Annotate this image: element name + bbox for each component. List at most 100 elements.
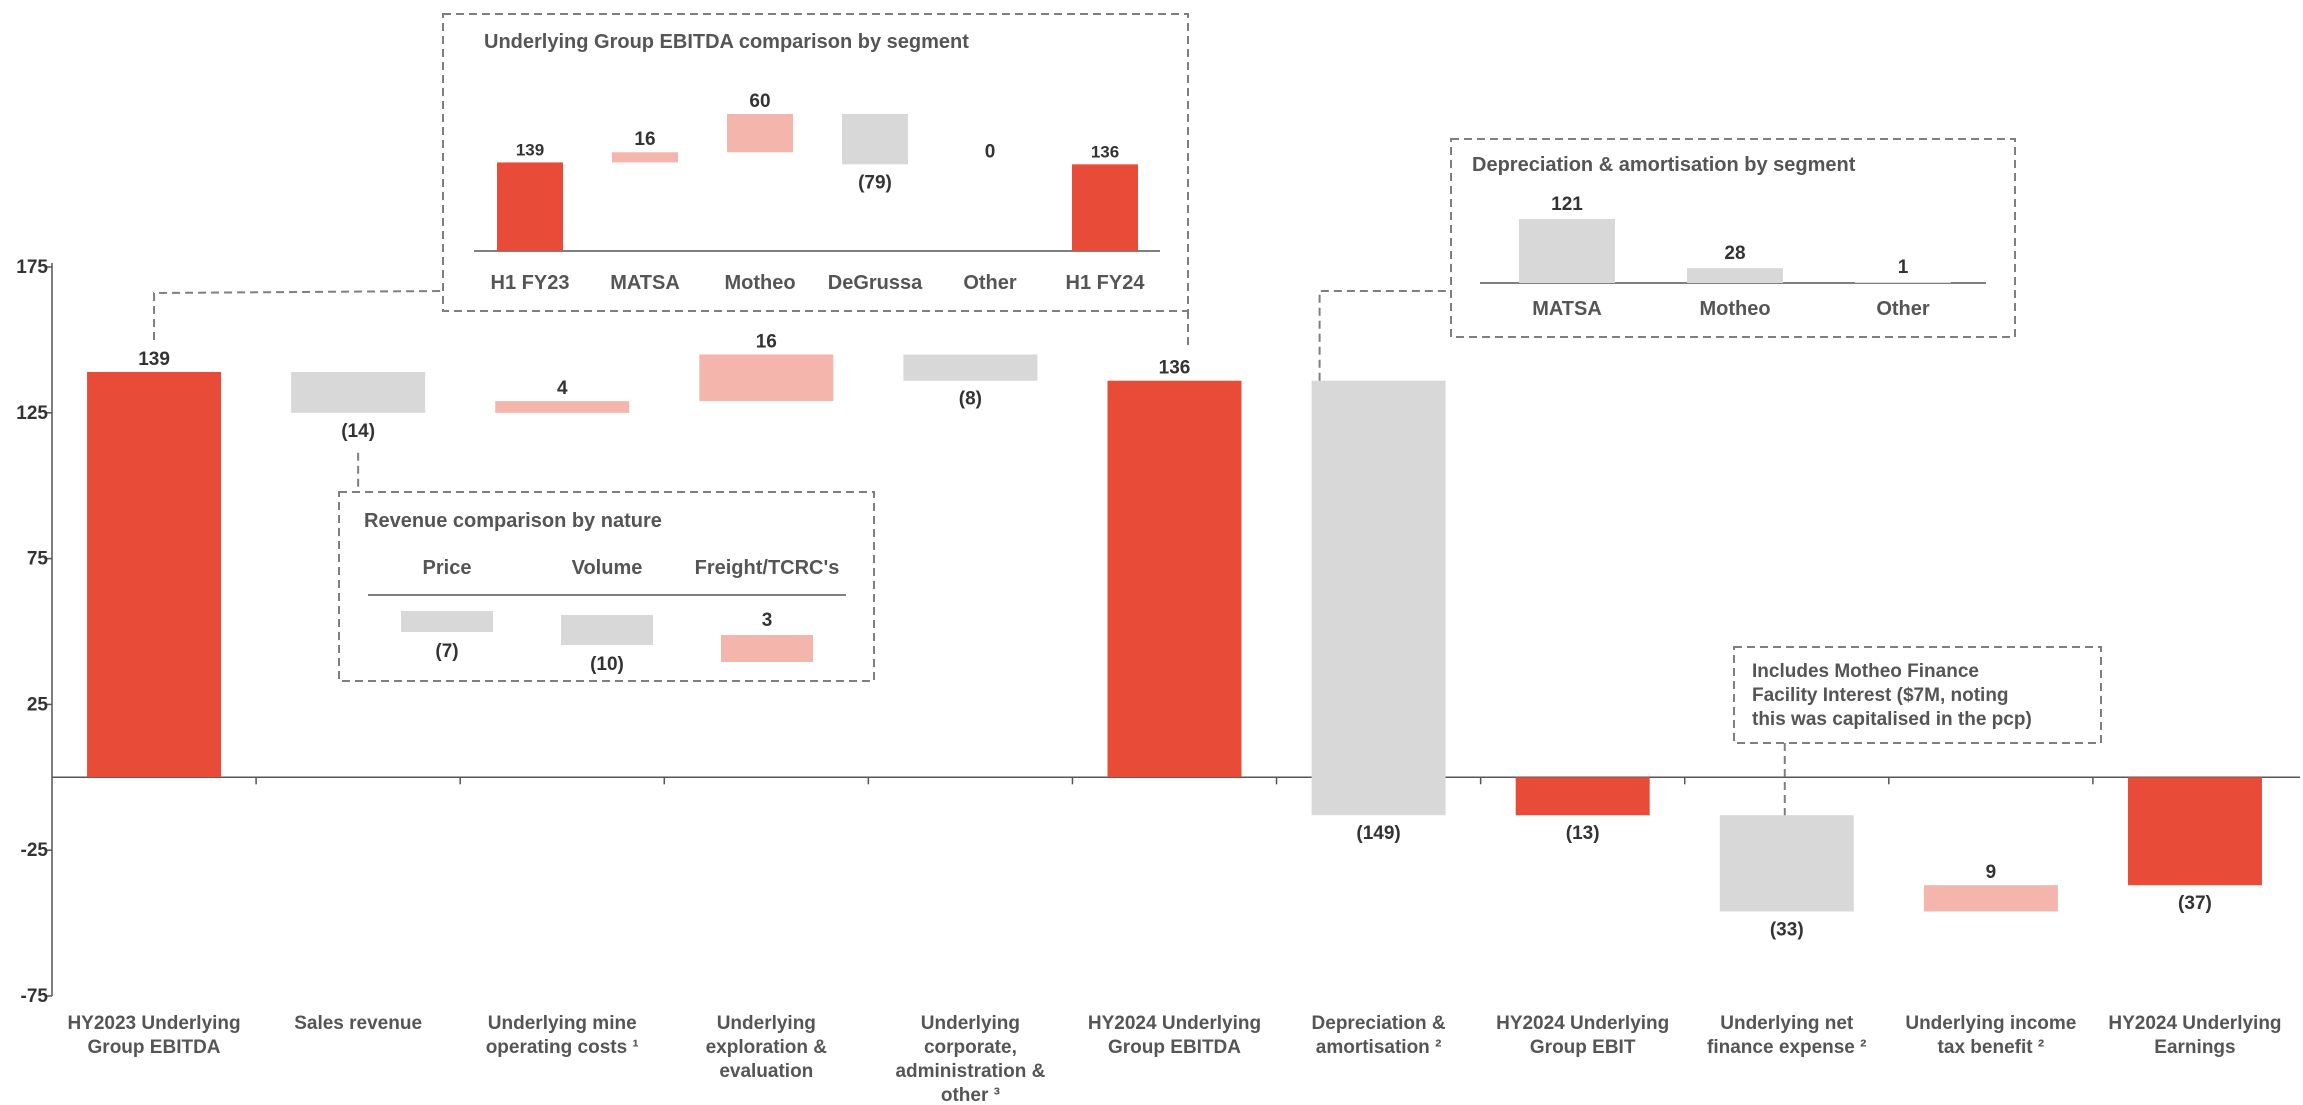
- x-category-label-line: Sales revenue: [294, 1013, 422, 1034]
- y-tick-label: 25: [27, 694, 49, 715]
- bar-value-label: 136: [1159, 358, 1191, 379]
- x-category-label-line: Group EBITDA: [1108, 1037, 1241, 1058]
- bar-value-label: (37): [2178, 893, 2212, 914]
- bar-10: [2127, 777, 2262, 886]
- inset-revenue-value-label: (7): [435, 641, 458, 662]
- inset-revenue-bar: [401, 611, 493, 632]
- inset-revenue-category-label: Price: [423, 557, 472, 579]
- x-category-label: HY2024 Underlying Group EBITDA: [1088, 1013, 1261, 1058]
- bar-value-label: (8): [959, 389, 982, 410]
- inset-ebitda-value-label: 16: [634, 129, 655, 150]
- x-category-label: HY2024 Underlying Earnings: [2108, 1013, 2281, 1058]
- inset-ebitda-connector-left: [153, 290, 444, 340]
- inset-ebitda-category-label: DeGrussa: [828, 272, 923, 294]
- bar-value-label: (149): [1356, 823, 1400, 844]
- bar-4: [903, 354, 1038, 381]
- x-category-label-line: Group EBITDA: [88, 1037, 221, 1058]
- bar-value-label: 9: [1986, 862, 1997, 883]
- annotation-text-line: this was capitalised in the pcp): [1752, 709, 2032, 730]
- inset-revenue-bar: [721, 635, 813, 662]
- x-category-label-line: Underlying net: [1720, 1013, 1854, 1034]
- x-category-label-line: administration &: [895, 1061, 1045, 1082]
- y-tick-label: -75: [21, 986, 49, 1007]
- inset-revenue-value-label: 3: [762, 610, 773, 631]
- inset-da-box: [1450, 138, 2016, 338]
- inset-ebitda-category-label: MATSA: [610, 272, 680, 294]
- inset-ebitda-value-label: 60: [749, 91, 770, 112]
- x-category-label-line: HY2024 Underlying: [1088, 1013, 1261, 1034]
- inset-revenue-box: [338, 491, 875, 682]
- y-tick-label: 175: [16, 257, 48, 278]
- inset-ebitda-category-label: H1 FY23: [491, 272, 570, 294]
- inset-da-value-label: 121: [1551, 194, 1583, 215]
- inset-ebitda-bar: [612, 152, 678, 163]
- bar-value-label: 4: [557, 378, 568, 399]
- inset-ebitda-bar: [727, 114, 793, 153]
- inset-da-connector: [1318, 290, 1451, 381]
- inset-da-category-label: Other: [1876, 298, 1930, 320]
- inset-da-bar: [1519, 219, 1615, 283]
- inset-ebitda-value-label: 139: [516, 140, 544, 159]
- inset-ebitda-category-label: Motheo: [724, 272, 795, 294]
- bar-value-label: (13): [1566, 823, 1600, 844]
- inset-ebitda-value-label: 136: [1091, 142, 1119, 161]
- inset-ebitda-bar: [497, 162, 563, 251]
- bar-9: [1923, 885, 2058, 912]
- x-category-label-line: Group EBIT: [1530, 1037, 1636, 1058]
- bar-value-label: (33): [1770, 919, 1804, 940]
- bar-8: [1719, 815, 1854, 912]
- y-tick-label: 125: [16, 403, 48, 424]
- x-category-label-line: other ³: [941, 1085, 1000, 1105]
- bar-5: [1107, 380, 1242, 778]
- x-category-label-line: Underlying income: [1905, 1013, 2076, 1034]
- x-category-label-line: corporate,: [924, 1037, 1017, 1058]
- inset-da-value-label: 28: [1724, 243, 1745, 264]
- x-category-label: HY2023 Underlying Group EBITDA: [67, 1013, 240, 1058]
- x-category-label-line: finance expense ²: [1707, 1037, 1866, 1058]
- bar-3: [699, 354, 834, 402]
- x-category-label-line: HY2024 Underlying: [1496, 1013, 1669, 1034]
- annotation-box: [1733, 646, 2102, 744]
- x-category-label-line: Earnings: [2154, 1037, 2235, 1058]
- bar-0: [87, 371, 222, 778]
- x-category-label-line: amortisation ²: [1316, 1037, 1442, 1058]
- y-tick-label: -25: [21, 840, 49, 861]
- inset-ebitda-bar: [1072, 164, 1138, 251]
- inset-revenue-value-label: (10): [590, 654, 624, 675]
- x-category-label: Sales revenue: [294, 1013, 422, 1034]
- inset-da-bar: [1687, 268, 1783, 283]
- bar-2: [495, 401, 630, 413]
- inset-revenue-bar: [561, 615, 653, 645]
- inset-ebitda-bar: [842, 114, 908, 165]
- x-category-label-line: Underlying: [921, 1013, 1020, 1034]
- x-category-label: Underlying exploration & evaluation: [706, 1013, 828, 1082]
- inset-da-title: Depreciation & amortisation by segment: [1472, 154, 1856, 176]
- x-category-label-line: Underlying: [717, 1013, 816, 1034]
- inset-ebitda-title: Underlying Group EBITDA comparison by se…: [484, 31, 969, 53]
- inset-ebitda-value-label: 0: [985, 141, 996, 162]
- insets: Underlying Group EBITDA comparison by se…: [153, 13, 2102, 816]
- annotation-text-line: Facility Interest ($7M, noting: [1752, 685, 2009, 706]
- bar-value-label: (14): [341, 421, 375, 442]
- x-category-label-line: Depreciation &: [1312, 1013, 1446, 1034]
- x-category-label: Underlying corporate, administration & othe…: [895, 1013, 1045, 1105]
- x-category-label: Underlying mine operating costs ¹: [486, 1013, 639, 1058]
- bar-value-label: 139: [138, 349, 170, 370]
- inset-ebitda-category-label: Other: [963, 272, 1017, 294]
- x-category-label: Underlying net finance expense ²: [1707, 1013, 1866, 1058]
- inset-revenue-category-label: Volume: [572, 557, 643, 579]
- inset-da-category-label: MATSA: [1532, 298, 1602, 320]
- x-category-label-line: exploration &: [706, 1037, 828, 1058]
- annotation-text: Includes Motheo Finance Facility Interest…: [1752, 661, 2032, 730]
- bar-7: [1515, 777, 1650, 816]
- inset-da-category-label: Motheo: [1699, 298, 1770, 320]
- y-tick-label: 75: [27, 549, 49, 570]
- x-category-label-line: Underlying mine: [488, 1013, 637, 1034]
- x-category-label-line: operating costs ¹: [486, 1037, 639, 1058]
- x-category-label-line: HY2023 Underlying: [67, 1013, 240, 1034]
- bar-1: [291, 371, 426, 413]
- x-category-label: Underlying income tax benefit ²: [1905, 1013, 2076, 1058]
- x-category-label-line: tax benefit ²: [1938, 1037, 2045, 1058]
- bar-value-label: 16: [756, 331, 777, 352]
- annotation-text-line: Includes Motheo Finance: [1752, 661, 1979, 682]
